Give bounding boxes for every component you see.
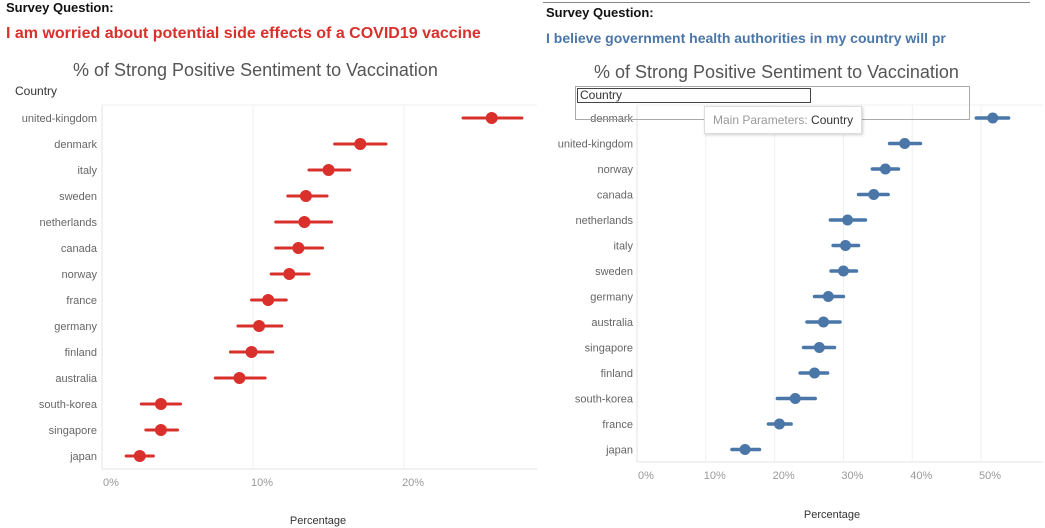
left-row-label: united-kingdom <box>22 113 97 125</box>
right-data-point <box>868 189 880 200</box>
left-x-tick-label: 20% <box>402 477 424 489</box>
right-row-label: sweden <box>595 266 633 278</box>
right-x-tick-label: 20% <box>773 470 795 482</box>
left-row-label: south-korea <box>39 399 98 411</box>
right-data-point <box>837 265 849 277</box>
left-data-point <box>253 320 266 332</box>
right-x-axis-title: Percentage <box>804 509 860 521</box>
left-row-label: japan <box>69 451 97 463</box>
left-data-point <box>354 138 367 150</box>
right-survey-label: Survey Question: <box>546 5 654 20</box>
right-data-point <box>809 367 821 379</box>
left-x-tick-label: 0% <box>103 477 119 489</box>
left-data-point <box>233 372 246 384</box>
left-x-tick-label: 10% <box>251 477 273 489</box>
right-data-point <box>813 342 825 353</box>
left-row-label: sweden <box>59 191 97 203</box>
left-row-label: netherlands <box>40 217 98 229</box>
left-data-point <box>299 190 312 202</box>
right-data-point <box>822 291 834 302</box>
left-row-label: singapore <box>49 425 97 437</box>
right-row-label: canada <box>597 190 634 202</box>
left-data-point <box>262 294 275 306</box>
right-data-point <box>899 138 911 149</box>
right-row-label: netherlands <box>576 215 634 227</box>
right-row-label: south-korea <box>575 394 634 406</box>
left-survey-question: I am worried about potential side effect… <box>6 25 481 42</box>
divider <box>543 2 1030 3</box>
left-survey-label: Survey Question: <box>6 0 114 15</box>
left-row-label: finland <box>65 347 97 359</box>
right-row-label: norway <box>598 164 634 176</box>
country-field-pill[interactable]: Country <box>577 88 811 103</box>
tooltip-value: Country <box>811 113 854 127</box>
right-data-point <box>817 316 829 328</box>
right-chart-title: % of Strong Positive Sentiment to Vaccin… <box>594 62 959 82</box>
left-data-point <box>154 398 167 410</box>
right-survey-question: I believe government health authorities … <box>546 30 946 46</box>
right-data-point <box>879 163 891 175</box>
right-data-point <box>987 112 999 124</box>
left-row-label: canada <box>61 243 98 255</box>
right-row-label: united-kingdom <box>558 139 633 151</box>
left-row-label: australia <box>55 373 97 385</box>
left-data-point <box>133 450 146 462</box>
left-chart-title: % of Strong Positive Sentiment to Vaccin… <box>73 60 438 80</box>
left-row-label: norway <box>62 269 98 281</box>
left-data-point <box>292 242 305 254</box>
left-row-label: germany <box>54 321 97 333</box>
right-x-tick-label: 30% <box>841 470 863 482</box>
right-row-label: germany <box>590 292 633 304</box>
right-data-point <box>789 393 801 404</box>
right-row-label: finland <box>601 368 633 380</box>
left-data-point <box>245 346 258 358</box>
left-row-label: italy <box>77 165 97 177</box>
right-row-label: japan <box>605 445 633 457</box>
left-data-point <box>485 112 498 124</box>
left-data-point <box>283 268 296 280</box>
right-x-tick-label: 10% <box>704 470 726 482</box>
right-data-point <box>773 418 785 430</box>
right-row-label: singapore <box>585 343 633 355</box>
right-x-tick-label: 40% <box>910 470 932 482</box>
left-x-axis-title: Percentage <box>290 515 346 527</box>
left-data-point <box>298 216 311 228</box>
right-x-tick-label: 50% <box>979 470 1001 482</box>
right-data-point <box>840 240 852 251</box>
left-row-label: denmark <box>54 139 97 151</box>
tooltip-label: Main Parameters: <box>713 113 812 127</box>
right-x-tick-label: 0% <box>638 470 654 482</box>
right-data-point <box>842 214 854 226</box>
right-data-point <box>739 444 751 455</box>
left-data-point <box>322 164 335 176</box>
left-row-header: Country <box>15 84 58 98</box>
right-row-label: italy <box>613 241 633 253</box>
right-row-label: france <box>602 419 633 431</box>
field-tooltip: Main Parameters: Country <box>704 106 863 134</box>
left-row-label: france <box>66 295 97 307</box>
left-data-point <box>154 424 167 436</box>
right-row-label: australia <box>591 317 633 329</box>
